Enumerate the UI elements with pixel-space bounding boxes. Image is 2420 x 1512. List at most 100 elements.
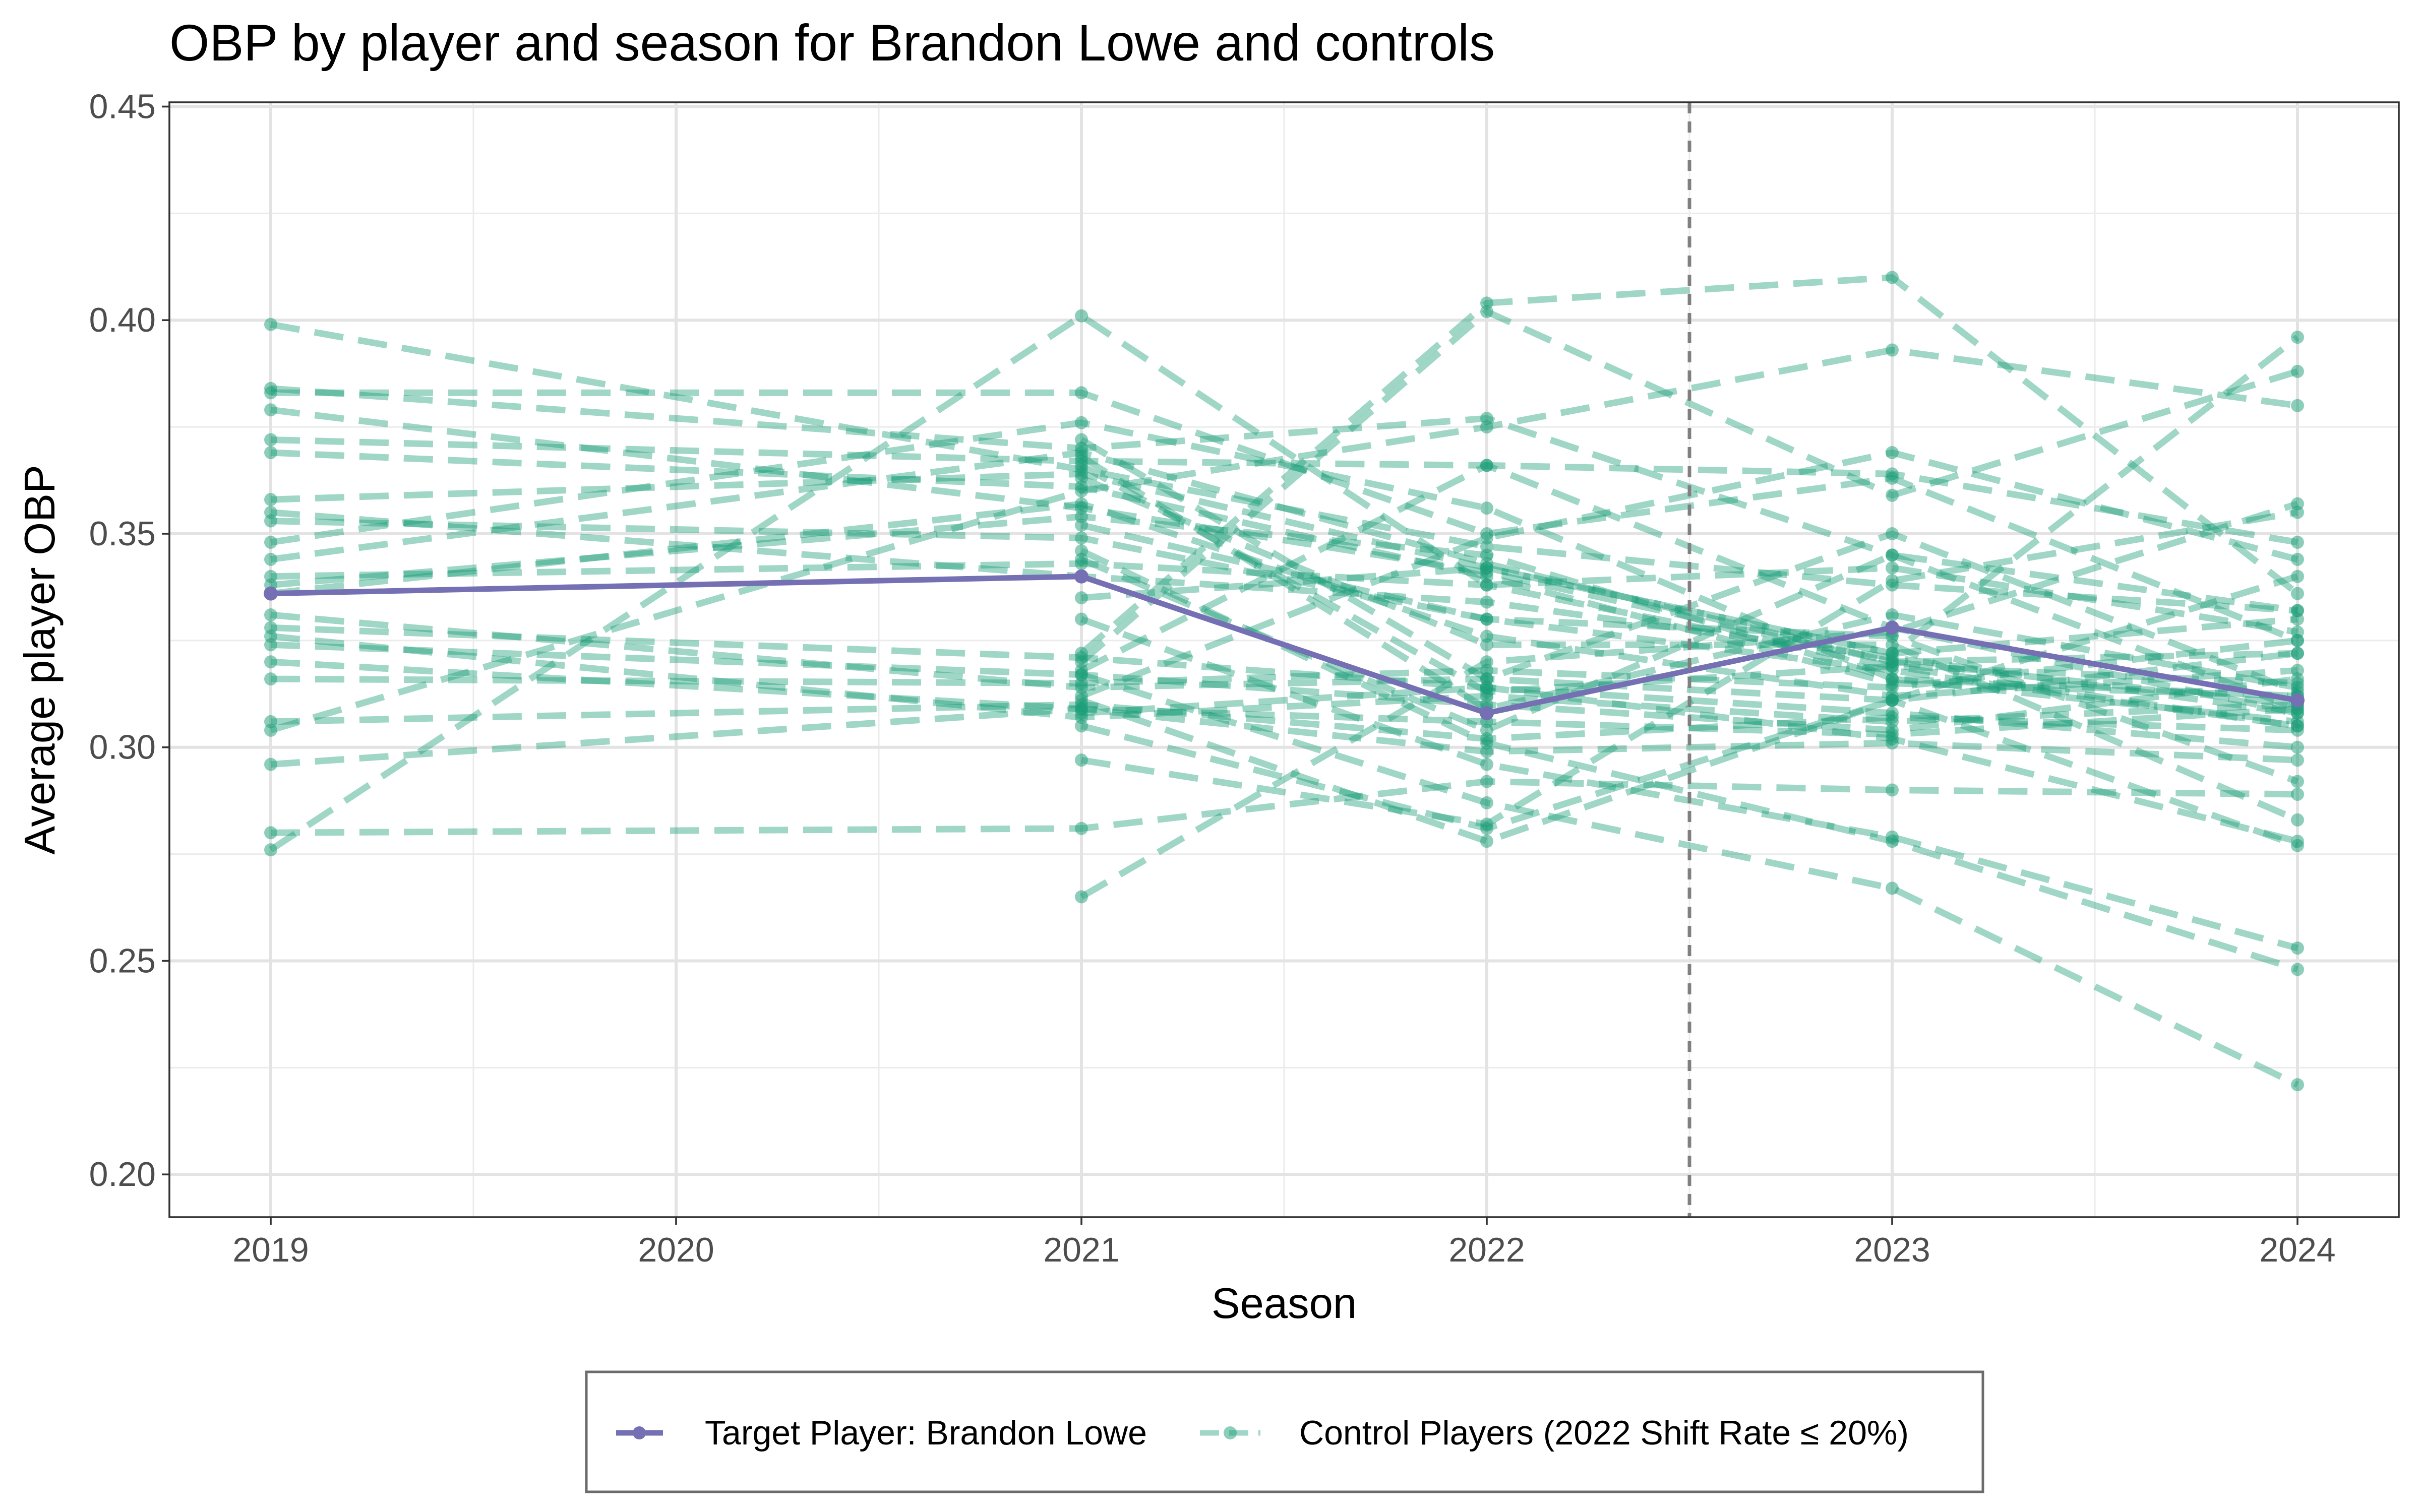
control-series-line	[270, 321, 2298, 614]
control-series-point	[1886, 694, 1899, 707]
control-series-line	[1080, 522, 2299, 785]
control-series-point	[1075, 719, 1088, 733]
target-series-point	[1480, 706, 1494, 720]
control-series-point	[1075, 484, 1088, 498]
control-series-point	[1075, 471, 1088, 485]
control-series-point	[1886, 548, 1899, 562]
control-series-point	[1886, 681, 1899, 695]
control-series-point	[1075, 890, 1088, 904]
control-series-point	[1075, 386, 1088, 400]
control-series-point	[1886, 271, 1899, 284]
x-tick-label: 2023	[1854, 1231, 1930, 1269]
control-series-point	[2291, 587, 2304, 600]
control-series-point	[264, 318, 277, 331]
control-series-point	[264, 638, 277, 652]
grid-minor	[169, 102, 2399, 1217]
control-series-point	[1480, 296, 1493, 310]
control-series-point	[1480, 459, 1493, 472]
control-series-point	[264, 758, 277, 771]
control-series-line	[270, 419, 2298, 700]
control-series-point	[1886, 446, 1899, 459]
plot-panel	[168, 101, 2400, 1218]
control-series-point	[2291, 719, 2304, 733]
control-series-line	[270, 500, 2298, 700]
legend-label-control: Control Players (2022 Shift Rate ≤ 20%)	[1299, 1414, 1909, 1452]
control-series-point	[1075, 694, 1088, 707]
control-series-point	[264, 514, 277, 528]
control-series-point	[2291, 647, 2304, 660]
control-series-line	[1081, 334, 2300, 657]
legend-label-target: Target Player: Brandon Lowe	[705, 1414, 1147, 1452]
y-tick-label: 0.30	[89, 728, 156, 767]
control-series-point	[1886, 343, 1899, 357]
control-series-point	[2291, 753, 2304, 767]
control-series-point	[1886, 711, 1899, 724]
x-tick-label: 2022	[1448, 1231, 1525, 1269]
control-series-point	[1886, 659, 1899, 673]
control-series-point	[1480, 736, 1493, 750]
control-series-line	[1079, 308, 2298, 665]
x-tick-label: 2019	[232, 1231, 309, 1269]
control-series-point	[2291, 775, 2304, 788]
control-series-point	[1480, 775, 1493, 788]
control-series-point	[2291, 497, 2304, 511]
control-series-point	[264, 493, 277, 507]
y-tick-label: 0.35	[89, 515, 156, 553]
control-series-point	[1480, 822, 1493, 835]
control-series-line	[269, 312, 2298, 853]
control-series-line	[1080, 551, 2298, 734]
legend-key-control	[1200, 1426, 1260, 1439]
control-series-point	[1075, 668, 1088, 681]
control-series-point	[1480, 612, 1493, 626]
x-tick-label: 2020	[638, 1231, 714, 1269]
target-series-point	[2290, 693, 2305, 708]
control-series-point	[1886, 467, 1899, 481]
x-axis: 2019 2020 2021 2022 2023 2024	[232, 1217, 2336, 1269]
control-series-point	[1480, 578, 1493, 592]
y-tick-label: 0.40	[89, 301, 156, 339]
control-series-point	[2291, 399, 2304, 412]
control-series-point	[264, 723, 277, 737]
control-series-point	[2291, 740, 2304, 754]
control-series-line	[1081, 684, 2298, 845]
control-series-point	[1886, 881, 1899, 895]
control-series-point	[1480, 758, 1493, 771]
control-series-point	[2291, 963, 2304, 976]
control-series-point	[2291, 625, 2304, 639]
control-series-group	[264, 271, 2304, 1092]
chart-title: OBP by player and season for Brandon Low…	[169, 14, 1495, 72]
control-series-point	[2291, 331, 2304, 344]
control-series-point	[1480, 595, 1493, 609]
control-series-point	[1886, 835, 1899, 848]
legend: Target Player: Brandon Lowe Control Play…	[585, 1370, 1984, 1493]
y-axis-title: Average player OBP	[16, 465, 64, 854]
control-series-point	[264, 403, 277, 417]
control-series-point	[1886, 488, 1899, 502]
control-series-point	[264, 433, 277, 447]
control-series-point	[264, 535, 277, 549]
target-series-point	[1885, 620, 1899, 635]
control-series-point	[1075, 612, 1088, 626]
control-series-point	[1480, 638, 1493, 652]
control-series-point	[1075, 753, 1088, 767]
control-series-point	[264, 446, 277, 459]
control-series-point	[1480, 655, 1493, 669]
control-series-point	[1075, 519, 1088, 532]
control-series-42	[1075, 548, 2304, 737]
control-series-point	[1075, 591, 1088, 605]
control-series-point	[1480, 548, 1493, 562]
control-series-point	[2291, 813, 2304, 827]
y-tick-label: 0.45	[89, 87, 156, 125]
control-series-point	[264, 826, 277, 840]
control-series-point	[2291, 364, 2304, 378]
control-series-point	[1886, 783, 1899, 797]
control-series-point	[2291, 552, 2304, 566]
control-series-point	[1075, 822, 1088, 835]
control-series-point	[1886, 561, 1899, 575]
control-series-25	[264, 309, 2304, 857]
y-axis: 0.20 0.25 0.30 0.35 0.40 0.45	[89, 87, 169, 1193]
control-series-point	[1886, 608, 1899, 622]
control-series-point	[1075, 433, 1088, 447]
control-series-point	[1480, 685, 1493, 699]
